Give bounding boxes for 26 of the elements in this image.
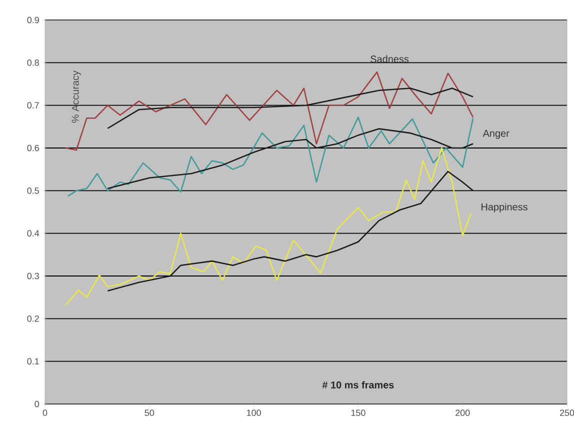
y-tick-label: 0.6 (27, 144, 39, 152)
y-tick-label: 0.5 (27, 187, 39, 194)
x-tick-label: 100 (247, 410, 261, 416)
y-tick-label: 0.9 (27, 16, 39, 24)
line-series (65, 147, 472, 306)
y-tick-label: 0.4 (27, 230, 40, 237)
x-axis-title: # 10 ms frames (322, 381, 394, 388)
y-tick-label: 0.8 (27, 59, 39, 66)
x-tick-label: 50 (144, 410, 154, 416)
line-series (65, 71, 474, 151)
line-series (106, 170, 474, 292)
y-tick-label: 0 (34, 400, 40, 408)
y-tick-label: 0.3 (27, 272, 39, 280)
y-axis-title: % Accuracy (72, 70, 81, 123)
x-tick-label: 0 (42, 410, 48, 416)
y-tick-label: 0.2 (27, 315, 39, 322)
x-tick-label: 150 (351, 410, 366, 416)
line-series (67, 116, 474, 197)
y-tick-label: 0.1 (27, 358, 39, 365)
x-tick-label: 200 (456, 410, 470, 416)
x-tick-label: 250 (560, 410, 574, 416)
series-label: Sadness (370, 55, 409, 63)
series-label: Anger (482, 130, 510, 139)
y-tick-label: 0.7 (27, 102, 39, 109)
series-label: Happiness (482, 203, 528, 212)
line-series (106, 128, 474, 190)
